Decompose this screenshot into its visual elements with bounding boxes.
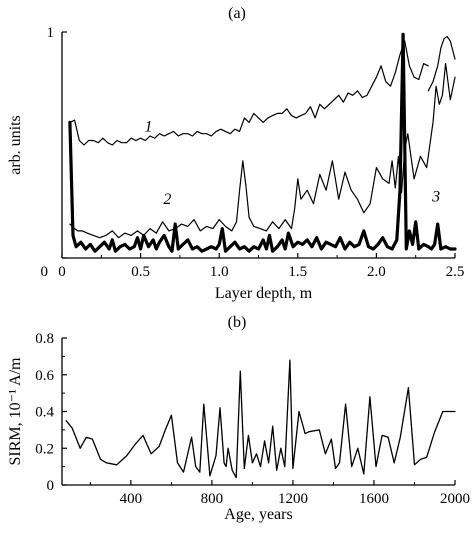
y-tick-label-b-3: 0.6 [35,368,54,384]
y-tick-label-a-1: 1 [47,25,55,41]
x-tick-label-b-4: 2000 [440,491,470,507]
curve-annotation-a-1: 2 [163,191,171,208]
series-line-a-3 [68,32,457,253]
chart-panel-a: 0 0.5 1.0 1.5 2.0 2.5 0 1 Layer depth, m arb. uni… [7,25,464,302]
x-tick-label-b-0: 400 [120,491,143,507]
x-tick-label-b-1: 800 [201,491,224,507]
x-tick-label-a-5: 2.5 [446,264,465,280]
x-tick-label-b-3: 1600 [359,491,389,507]
y-tick-label-b-0: 0 [47,478,55,494]
x-tick-label-a-0: 0 [58,264,66,280]
x-tick-label-a-1: 0.5 [131,264,150,280]
y-tick-label-b-4: 0.8 [35,331,54,347]
chart-panel-b: 400 800 1200 1600 2000 0 0.2 0.4 0.6 0.8 Age, year… [7,331,470,523]
x-tick-label-a-3: 1.5 [288,264,307,280]
x-tick-label-a-4: 2.0 [367,264,386,280]
x-tick-label-b-2: 1200 [278,491,308,507]
panel-a-label: (a) [228,5,246,22]
y-tick-label-a-0: 0 [41,264,49,280]
series-line-a-1 [427,35,456,92]
series-line-a-0 [69,40,429,146]
x-tick-label-a-2: 1.0 [210,264,229,280]
series-line-b-0 [65,359,456,479]
y-axis-label-a: arb. units [7,115,24,175]
x-axis-label-a: Layer depth, m [215,285,313,302]
panel-b-label: (b) [228,314,247,331]
y-axis-label-b: SIRM, 10⁻¹ A/m [7,357,24,465]
y-tick-label-b-1: 0.2 [35,441,54,457]
series-line-a-2 [69,63,456,239]
y-tick-label-b-2: 0.4 [35,405,54,421]
x-axis-label-b: Age, years [224,506,292,523]
curve-annotation-a-0: 1 [144,118,152,135]
curve-annotation-a-2: 3 [431,189,440,206]
